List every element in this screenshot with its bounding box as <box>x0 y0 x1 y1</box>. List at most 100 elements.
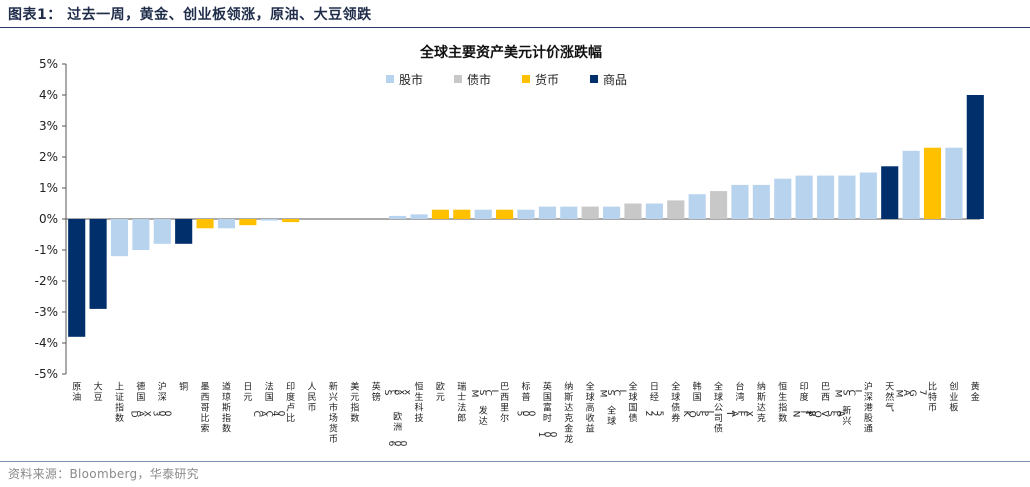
x-tick-label: 新兴市场货币 <box>329 381 338 446</box>
bar <box>110 219 129 257</box>
x-tick-label: 英镑 <box>372 381 381 404</box>
x-tick-label: 上证指数 <box>115 382 124 425</box>
x-tick-label: 印度 Nifty <box>791 381 817 418</box>
y-tick-label: 3% <box>39 119 58 133</box>
x-tick-label: 日元 <box>243 382 252 404</box>
bar-series <box>68 95 984 337</box>
legend-item-commodity: 商品 <box>590 72 627 87</box>
legend-swatch <box>590 75 598 83</box>
bar <box>410 214 428 219</box>
y-tick-label: 5% <box>39 57 58 71</box>
x-tick-label: 台湾 TAIEX <box>724 381 753 418</box>
x-tick-label: 大豆 <box>94 381 103 404</box>
bar <box>881 166 899 219</box>
x-tick-label: 英国富时 100 <box>536 381 557 438</box>
legend-label: 商品 <box>603 72 627 87</box>
chart-title: 全球主要资产美元计价涨跌幅 <box>419 44 602 61</box>
x-tick-label: MSCI 发达 <box>469 390 499 428</box>
bar <box>389 215 407 219</box>
bar <box>966 95 984 219</box>
x-tick-label: 原油 <box>72 382 81 404</box>
legend-item-stock: 股市 <box>386 72 423 87</box>
bar <box>517 209 535 219</box>
y-tick-label: 2% <box>39 150 58 164</box>
bar <box>731 184 749 219</box>
y-tick-label: 0% <box>39 212 58 226</box>
bar <box>196 219 214 229</box>
legend-label: 货币 <box>535 72 559 87</box>
chart-legend: 股市 债市 货币 商品 <box>386 72 627 87</box>
y-tick-label: -5% <box>35 367 58 381</box>
legend-swatch <box>522 75 530 83</box>
x-tick-label: 沪深港股通 <box>864 381 873 435</box>
bar <box>624 203 642 219</box>
bar <box>239 219 257 226</box>
bar <box>774 178 792 219</box>
bar <box>859 172 877 219</box>
x-tick-label: 巴西里尔 <box>500 382 509 425</box>
bar <box>667 200 685 219</box>
x-tick-label: 沪深 300 <box>151 381 172 417</box>
x-tick-label: 巴西 IBOVSPA <box>803 382 845 418</box>
x-tick-label: 铜 <box>179 381 188 393</box>
legend-swatch <box>386 75 394 83</box>
y-tick-label: 1% <box>39 181 58 195</box>
legend-item-bond: 债市 <box>454 72 491 87</box>
x-tick-label: 法国 CAC40 <box>251 381 285 418</box>
bar <box>710 191 728 219</box>
legend-label: 债市 <box>467 72 491 87</box>
x-tick-label: 墨西哥比索 <box>201 382 210 435</box>
x-tick-label: Stoxx 欧洲 600 <box>382 390 412 447</box>
bar <box>217 219 236 229</box>
bar <box>153 219 171 244</box>
x-tick-label: 全球公司债 <box>714 381 723 435</box>
x-tick-label: 印度卢比 <box>286 381 295 425</box>
header-divider <box>0 27 1030 28</box>
bar <box>175 219 193 244</box>
bar <box>752 184 770 219</box>
bar <box>431 209 449 219</box>
x-tick-label: 美元指数 <box>350 381 359 425</box>
bar <box>923 147 942 219</box>
x-tick-label: 纳斯达克金龙 <box>564 381 573 446</box>
x-tick-label: 天然气 <box>885 383 894 414</box>
y-tick-label: -1% <box>35 243 58 257</box>
bar <box>474 209 492 219</box>
bar <box>581 206 599 219</box>
bar <box>68 219 86 337</box>
report-header: 图表1： 过去一周，黄金、创业板领涨，原油、大豆领跌 <box>0 0 1030 28</box>
x-tick-label: 德国 DAX <box>128 381 151 418</box>
x-tick-label: 韩国 KOSPI <box>681 381 715 418</box>
bar <box>816 175 835 219</box>
bar <box>603 206 621 219</box>
figure-title: 图表1： 过去一周，黄金、创业板领涨，原油、大豆领跌 <box>8 7 372 23</box>
x-tick-label: 纳斯达克 <box>757 381 766 425</box>
y-tick-label: 4% <box>39 88 58 102</box>
bar <box>132 219 150 250</box>
source-note: 资料来源：Bloomberg，华泰研究 <box>8 467 199 481</box>
bar <box>560 206 578 219</box>
bar <box>688 194 706 219</box>
x-tick-label: 全球高收益 <box>586 381 595 435</box>
bar <box>453 209 471 219</box>
bar <box>795 175 813 219</box>
x-tick-label: 恒生科技 <box>415 381 424 425</box>
x-tick-label: 道琼斯指数 <box>222 381 231 435</box>
x-tick-label: 欧元 <box>436 381 445 404</box>
bar <box>838 175 856 219</box>
x-tick-label: MAG 7 <box>893 390 927 398</box>
bar <box>260 219 278 221</box>
x-tick-label: 全球国债 <box>628 381 637 425</box>
x-tick-label: 恒生指数 <box>778 381 787 425</box>
bar <box>496 209 514 219</box>
legend-swatch <box>454 75 462 83</box>
bar-chart: 全球主要资产美元计价涨跌幅 股市 债市 货币 商品 5% 4% 3% 2% 1% 0% -1% -2… <box>35 44 984 447</box>
bar <box>645 203 663 219</box>
bar <box>902 150 920 219</box>
x-tick-label: 黄金 <box>971 381 980 404</box>
legend-label: 股市 <box>399 72 423 87</box>
bar <box>945 147 963 219</box>
bar <box>89 219 107 309</box>
y-tick-label: -3% <box>35 305 58 319</box>
